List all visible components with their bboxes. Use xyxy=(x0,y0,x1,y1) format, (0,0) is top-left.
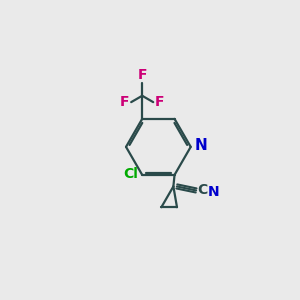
Text: F: F xyxy=(120,95,129,109)
Text: F: F xyxy=(137,68,147,82)
Text: C: C xyxy=(197,183,208,197)
Text: Cl: Cl xyxy=(123,167,138,181)
Text: F: F xyxy=(155,95,165,109)
Text: N: N xyxy=(208,184,220,199)
Text: N: N xyxy=(195,138,208,153)
